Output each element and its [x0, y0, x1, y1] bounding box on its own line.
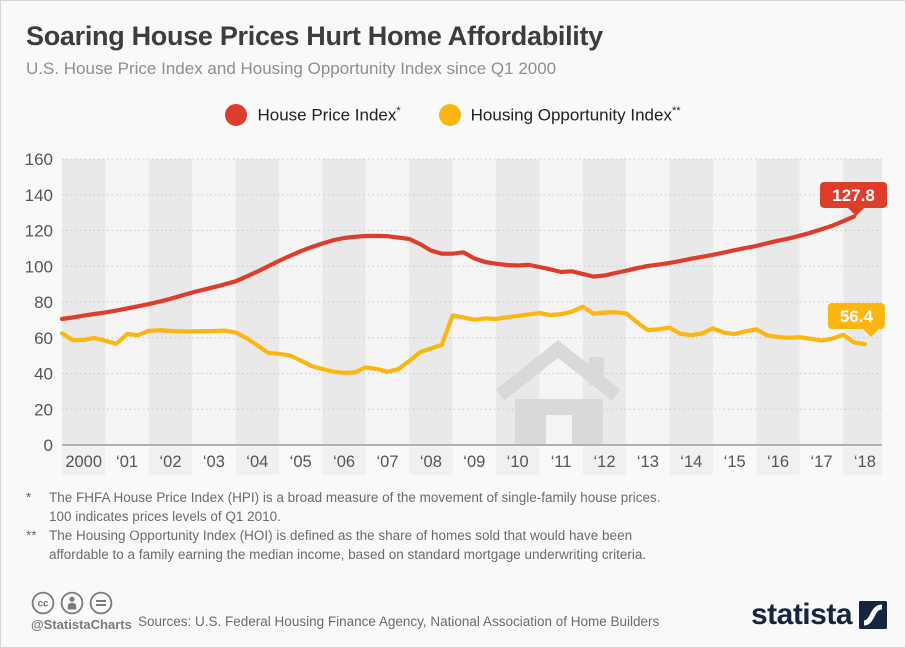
creative-commons-license-icons: cc — [31, 591, 113, 615]
x-axis-tick-label: ‘01 — [116, 453, 138, 471]
statista-charts-handle: @StatistaCharts — [31, 617, 132, 632]
x-axis-tick-label: ‘03 — [203, 453, 225, 471]
y-axis-tick-label: 20 — [34, 400, 53, 419]
footnote-text: The Housing Opportunity Index (HOI) is d… — [49, 528, 647, 562]
x-axis-tick-label: ‘09 — [463, 453, 485, 471]
no-derivatives-equals-icon — [89, 591, 113, 615]
attribution-person-icon — [60, 591, 84, 615]
page-title: Soaring House Prices Hurt Home Affordabi… — [26, 21, 603, 51]
svg-text:cc: cc — [37, 599, 49, 610]
x-axis-tick-label: ‘05 — [290, 453, 312, 471]
statista-logo-mark-icon — [859, 601, 887, 629]
x-axis-tick-label: ‘17 — [810, 453, 832, 471]
hpi-legend-dot-icon — [225, 104, 248, 126]
y-axis-tick-label: 120 — [25, 222, 53, 241]
x-axis-tick-label: ‘16 — [767, 453, 789, 471]
hoi-legend-dot-icon — [438, 104, 461, 126]
y-axis-tick-label: 0 — [44, 436, 53, 455]
x-axis-tick-label: ‘15 — [724, 453, 746, 471]
y-axis-tick-label: 160 — [25, 150, 53, 169]
footnote-hoi: ** The Housing Opportunity Index (HOI) i… — [26, 526, 880, 564]
svg-text:56.4: 56.4 — [840, 307, 874, 326]
hoi-line — [59, 304, 867, 375]
cc-icon — [31, 591, 55, 615]
legend: House Price Index* Housing Opportunity I… — [1, 104, 905, 126]
x-axis-tick-label: ‘14 — [680, 453, 702, 471]
house-watermark-icon — [495, 340, 621, 445]
statista-logo-text: statista — [750, 598, 853, 631]
x-axis-tick-label: ‘07 — [376, 453, 398, 471]
footnote-marker: * — [26, 490, 32, 505]
legend-label-hpi: House Price Index* — [257, 104, 401, 125]
x-axis-tick-label: ‘13 — [637, 453, 659, 471]
statista-logo: statista — [751, 600, 887, 630]
x-axis-tick-label: 2000 — [65, 453, 102, 471]
year-stripes — [62, 159, 882, 475]
legend-item-hoi: Housing Opportunity Index** — [438, 104, 681, 126]
hpi-line — [59, 214, 857, 322]
footnotes: * The FHFA House Price Index (HPI) is a … — [26, 488, 880, 564]
y-axis-tick-label: 100 — [25, 257, 53, 276]
header: Soaring House Prices Hurt Home Affordabi… — [26, 21, 880, 79]
y-axis-tick-label: 140 — [25, 186, 53, 205]
gridlines: 0 20 40 60 80 100 120 140 160 — [25, 150, 882, 455]
y-axis-tick-label: 80 — [34, 293, 53, 312]
footnote-marker: ** — [26, 528, 37, 543]
sources-line: Sources: U.S. Federal Housing Finance Ag… — [138, 614, 660, 629]
x-axis-tick-label: ‘08 — [420, 453, 442, 471]
x-axis-tick-label: ‘18 — [854, 453, 876, 471]
hpi-end-value-callout: 127.8 — [820, 181, 888, 216]
y-axis-tick-label: 40 — [34, 365, 53, 384]
hoi-end-value-callout: 56.4 — [827, 302, 885, 337]
x-axis-tick-label: ‘12 — [593, 453, 615, 471]
svg-text:127.8: 127.8 — [832, 186, 875, 205]
x-axis-tick-label: ‘11 — [551, 453, 572, 471]
x-axis-tick-label: ‘04 — [246, 453, 268, 471]
legend-label-hoi: Housing Opportunity Index** — [470, 104, 681, 125]
y-axis-tick-label: 60 — [34, 329, 53, 348]
x-axis-tick-label: ‘06 — [333, 453, 355, 471]
legend-item-hpi: House Price Index* — [225, 104, 401, 126]
line-chart-canvas: 0 20 40 60 80 100 120 140 160 2000 ‘01 ‘02 ‘03 ‘04 ‘05… — [25, 150, 888, 475]
page-subtitle: U.S. House Price Index and Housing Oppor… — [26, 59, 557, 78]
footnote-text: The FHFA House Price Index (HPI) is a br… — [49, 490, 661, 524]
footnote-hpi: * The FHFA House Price Index (HPI) is a … — [26, 488, 880, 526]
x-axis-tick-label: ‘02 — [159, 453, 181, 471]
x-axis-tick-label: ‘10 — [507, 453, 529, 471]
